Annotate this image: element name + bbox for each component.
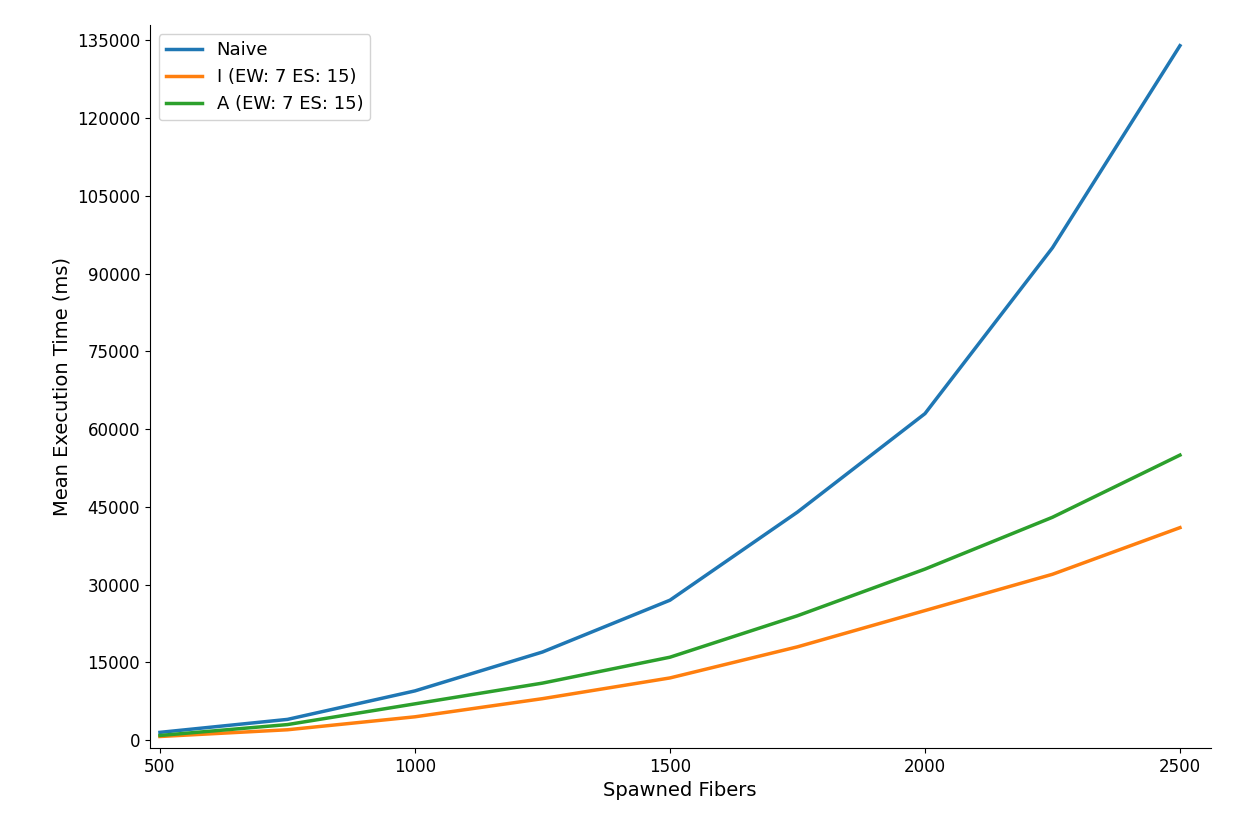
Naive [663, 595, 678, 605]
A (EW: 7 ES: 15): (500, 900): 7 ES: 15): (500, 900) [152, 730, 167, 740]
Naive [790, 507, 805, 517]
I (EW: 7 ES: 15): (1e+03, 4.5e+03): 7 ES: 15): (1e+03, 4.5e+03) [407, 712, 422, 722]
X-axis label: Spawned Fibers: Spawned Fibers [604, 781, 756, 800]
A (EW: 7 ES: 15): (750, 3e+03): 7 ES: 15): (750, 3e+03) [280, 720, 295, 730]
Naive [1172, 41, 1187, 51]
A (EW: 7 ES: 15): (1.75e+03, 2.4e+04): 7 ES: 15): (1.75e+03, 2.4e+04) [790, 611, 805, 621]
Naive [535, 647, 550, 657]
I (EW: 7 ES: 15): (2.25e+03, 3.2e+04): 7 ES: 15): (2.25e+03, 3.2e+04) [1045, 569, 1060, 579]
I (EW: 7 ES: 15): (1.5e+03, 1.2e+04): 7 ES: 15): (1.5e+03, 1.2e+04) [663, 673, 678, 683]
Naive [280, 715, 295, 725]
I (EW: 7 ES: 15): (1.75e+03, 1.8e+04): 7 ES: 15): (1.75e+03, 1.8e+04) [790, 642, 805, 652]
I (EW: 7 ES: 15): (750, 2e+03): 7 ES: 15): (750, 2e+03) [280, 725, 295, 735]
Line: Naive: Naive [160, 46, 1179, 732]
Y-axis label: Mean Execution Time (ms): Mean Execution Time (ms) [52, 257, 71, 516]
I (EW: 7 ES: 15): (500, 700): 7 ES: 15): (500, 700) [152, 731, 167, 741]
I (EW: 7 ES: 15): (2e+03, 2.5e+04): 7 ES: 15): (2e+03, 2.5e+04) [917, 606, 932, 616]
I (EW: 7 ES: 15): (2.5e+03, 4.1e+04): 7 ES: 15): (2.5e+03, 4.1e+04) [1172, 523, 1187, 533]
A (EW: 7 ES: 15): (1.5e+03, 1.6e+04): 7 ES: 15): (1.5e+03, 1.6e+04) [663, 652, 678, 662]
Naive [152, 727, 167, 737]
Line: A (EW: 7 ES: 15): A (EW: 7 ES: 15) [160, 455, 1179, 735]
A (EW: 7 ES: 15): (2.5e+03, 5.5e+04): 7 ES: 15): (2.5e+03, 5.5e+04) [1172, 450, 1187, 460]
A (EW: 7 ES: 15): (1.25e+03, 1.1e+04): 7 ES: 15): (1.25e+03, 1.1e+04) [535, 678, 550, 688]
Naive [407, 686, 422, 696]
Naive [917, 409, 932, 419]
A (EW: 7 ES: 15): (2.25e+03, 4.3e+04): 7 ES: 15): (2.25e+03, 4.3e+04) [1045, 512, 1060, 522]
Line: I (EW: 7 ES: 15): I (EW: 7 ES: 15) [160, 528, 1179, 736]
A (EW: 7 ES: 15): (2e+03, 3.3e+04): 7 ES: 15): (2e+03, 3.3e+04) [917, 564, 932, 574]
Legend: Naive, I (EW: 7 ES: 15), A (EW: 7 ES: 15): Naive, I (EW: 7 ES: 15), A (EW: 7 ES: 15… [158, 34, 371, 120]
A (EW: 7 ES: 15): (1e+03, 7e+03): 7 ES: 15): (1e+03, 7e+03) [407, 699, 422, 709]
I (EW: 7 ES: 15): (1.25e+03, 8e+03): 7 ES: 15): (1.25e+03, 8e+03) [535, 694, 550, 704]
Naive [1045, 243, 1060, 253]
